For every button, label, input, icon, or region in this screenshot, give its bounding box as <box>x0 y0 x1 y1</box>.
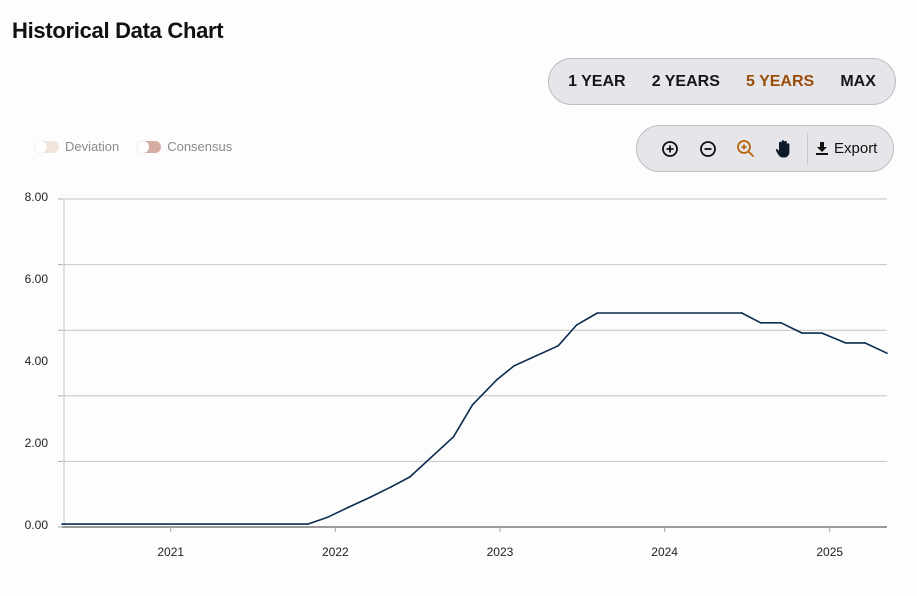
data-point <box>596 312 599 314</box>
y-tick-label: 6.00 <box>25 272 49 286</box>
data-point <box>452 436 455 438</box>
series-line <box>62 312 888 525</box>
y-tick-label: 0.00 <box>25 518 49 532</box>
export-label: Export <box>834 140 878 157</box>
x-tick-label: 2021 <box>157 545 184 559</box>
data-point <box>759 322 762 324</box>
consensus-toggle[interactable] <box>137 140 162 153</box>
x-tick-label: 2024 <box>651 545 678 559</box>
range-5-years-button[interactable]: 5 YEARS <box>746 72 815 90</box>
zoom-in-icon <box>662 140 678 157</box>
data-point <box>821 332 823 334</box>
legend-item-consensus[interactable]: Consensus <box>137 139 232 154</box>
download-icon <box>816 142 828 155</box>
y-tick-label: 4.00 <box>25 354 49 368</box>
data-point <box>61 523 63 525</box>
page-title: Historical Data Chart <box>12 18 224 43</box>
data-point <box>369 496 372 498</box>
range-max-button[interactable]: MAX <box>840 72 876 90</box>
deviation-toggle[interactable] <box>35 140 59 153</box>
range-2-years-button[interactable]: 2 YEARS <box>651 72 720 90</box>
legend: Deviation Consensus <box>35 139 232 154</box>
toolbar-divider <box>807 132 808 165</box>
zoom-out-button[interactable] <box>689 134 727 164</box>
zoom-out-icon <box>700 140 716 157</box>
data-point <box>326 516 329 518</box>
zoom-select-icon <box>737 139 755 157</box>
range-1-year-button[interactable]: 1 YEAR <box>568 72 626 90</box>
pan-button[interactable] <box>765 134 803 164</box>
zoom-select-button[interactable] <box>727 134 765 164</box>
data-point <box>886 352 888 354</box>
y-tick-label: 8.00 <box>25 190 49 204</box>
data-point <box>390 486 393 488</box>
legend-label-deviation: Deviation <box>65 139 120 154</box>
zoom-in-button[interactable] <box>651 134 689 164</box>
x-tick-label: 2023 <box>487 545 514 559</box>
data-point <box>801 332 803 334</box>
data-point <box>844 342 847 344</box>
chart-toolbar: Export <box>636 125 894 172</box>
data-point <box>780 322 782 324</box>
y-tick-label: 2.00 <box>25 436 49 450</box>
x-tick-label: 2025 <box>816 545 843 559</box>
data-point <box>864 342 866 344</box>
data-point <box>557 344 559 347</box>
data-point <box>307 523 309 525</box>
export-button[interactable]: Export <box>816 140 877 157</box>
pan-hand-icon <box>775 139 790 157</box>
data-point <box>408 476 411 478</box>
range-selector: 1 YEAR 2 YEARS 5 YEARS MAX <box>548 58 896 105</box>
data-point <box>471 404 474 406</box>
data-point <box>740 312 743 314</box>
data-point <box>496 379 498 381</box>
x-tick-label: 2022 <box>322 545 349 559</box>
legend-label-consensus: Consensus <box>167 139 233 154</box>
data-point <box>348 506 351 508</box>
legend-item-deviation[interactable]: Deviation <box>35 139 119 154</box>
data-point <box>513 365 515 367</box>
data-point <box>575 324 578 326</box>
